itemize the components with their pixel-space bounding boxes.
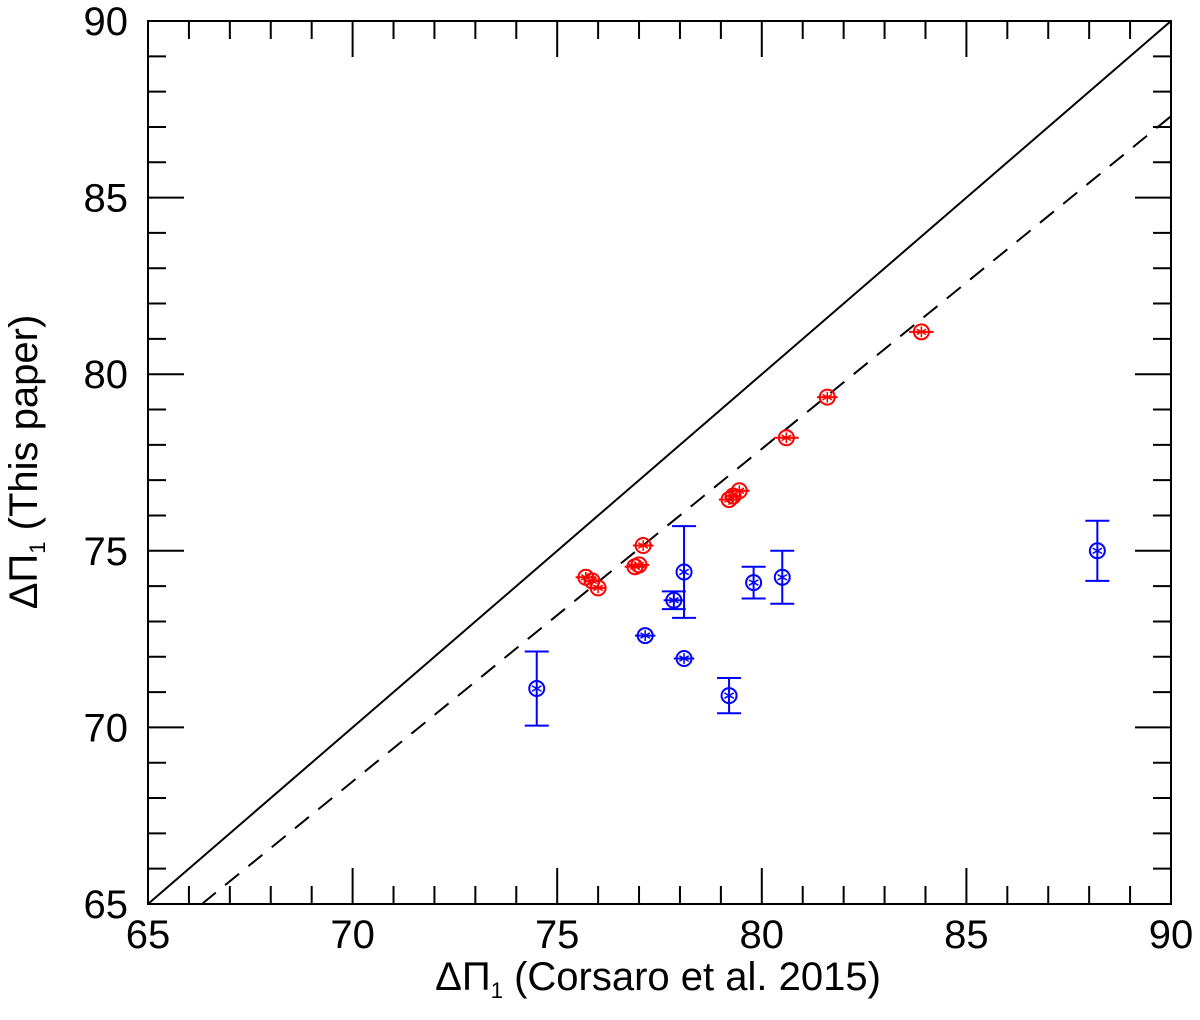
point-marker-circle	[777, 429, 795, 447]
point-marker-asterisk	[678, 568, 690, 576]
data-point	[672, 525, 697, 619]
data-point	[673, 650, 695, 668]
point-marker-circle	[1088, 542, 1106, 560]
x-tick-label: 65	[126, 913, 171, 957]
data-point	[741, 565, 766, 600]
point-marker-circle	[720, 491, 738, 509]
point-marker-circle	[636, 627, 654, 645]
data-point	[632, 537, 654, 555]
point-marker-circle	[720, 687, 738, 705]
x-tick-label: 85	[944, 913, 989, 957]
point-marker-asterisk	[916, 328, 927, 336]
y-axis-title-subscript: 1	[25, 541, 50, 553]
y-tick-labels: 65 70 75 80 85 90	[84, 0, 129, 927]
point-marker-asterisk	[640, 632, 651, 639]
point-marker-asterisk	[638, 542, 649, 549]
point-marker-circle	[773, 568, 791, 586]
point-marker-circle	[630, 556, 648, 574]
data-point	[774, 429, 799, 447]
point-marker-asterisk	[822, 393, 833, 401]
plot-frame	[147, 20, 1172, 905]
point-marker-asterisk	[586, 577, 598, 585]
point-marker-circle	[912, 323, 930, 341]
point-marker-circle	[589, 579, 607, 597]
y-axis-title-symbol: ΔΠ	[2, 554, 46, 610]
data-point	[717, 676, 742, 715]
data-point	[589, 579, 607, 597]
point-marker-asterisk	[734, 487, 745, 495]
point-marker-asterisk	[633, 561, 645, 569]
data-point	[817, 388, 838, 406]
y-axis-title-text: (This paper)	[2, 315, 46, 542]
x-tick-labels: 65 70 75 80 85 90	[126, 913, 1194, 957]
data-point	[1085, 519, 1110, 582]
y-tick-label: 65	[84, 883, 129, 927]
y-tick-label: 70	[84, 706, 129, 750]
point-marker-asterisk	[748, 579, 759, 586]
x-tick-label: 70	[330, 913, 375, 957]
minor-ticks	[148, 21, 1171, 904]
point-marker-circle	[665, 591, 683, 609]
data-point	[524, 650, 549, 727]
point-marker-asterisk	[531, 685, 542, 692]
y-tick-label: 90	[84, 0, 129, 44]
point-marker-asterisk	[781, 434, 792, 442]
data-points	[524, 323, 1110, 727]
point-marker-circle	[528, 680, 546, 698]
y-tick-label: 75	[84, 530, 129, 574]
data-point	[909, 323, 934, 341]
point-marker-asterisk	[593, 584, 604, 592]
data-point	[634, 627, 656, 645]
point-marker-circle	[634, 537, 652, 555]
y-axis-title: ΔΠ1 (This paper)	[2, 315, 50, 610]
point-marker-asterisk	[723, 692, 735, 699]
x-tick-label: 80	[740, 913, 785, 957]
data-point	[729, 482, 750, 500]
point-marker-circle	[818, 388, 836, 406]
x-axis-title-subscript: 1	[491, 978, 503, 1003]
y-tick-label: 80	[84, 353, 129, 397]
point-marker-circle	[730, 482, 748, 500]
fit-line-dashed	[201, 115, 1172, 905]
point-marker-circle	[745, 574, 763, 592]
x-axis-title-symbol: ΔΠ	[435, 955, 491, 999]
x-tick-label: 90	[1149, 913, 1194, 957]
one-to-one-line	[147, 20, 1172, 905]
point-marker-asterisk	[1092, 547, 1103, 555]
point-marker-circle	[675, 563, 693, 581]
point-marker-asterisk	[678, 655, 690, 662]
point-marker-asterisk	[777, 573, 788, 581]
point-marker-asterisk	[668, 596, 679, 604]
x-axis-title-text: (Corsaro et al. 2015)	[503, 955, 881, 999]
reference-lines	[147, 20, 1172, 905]
data-point	[770, 549, 795, 605]
data-point	[628, 556, 650, 574]
x-axis-title: ΔΠ1 (Corsaro et al. 2015)	[435, 955, 881, 1003]
point-marker-circle	[675, 650, 693, 668]
point-marker-asterisk	[723, 496, 735, 503]
x-tick-label: 75	[535, 913, 580, 957]
data-point	[661, 590, 686, 611]
y-tick-label: 85	[84, 177, 129, 221]
